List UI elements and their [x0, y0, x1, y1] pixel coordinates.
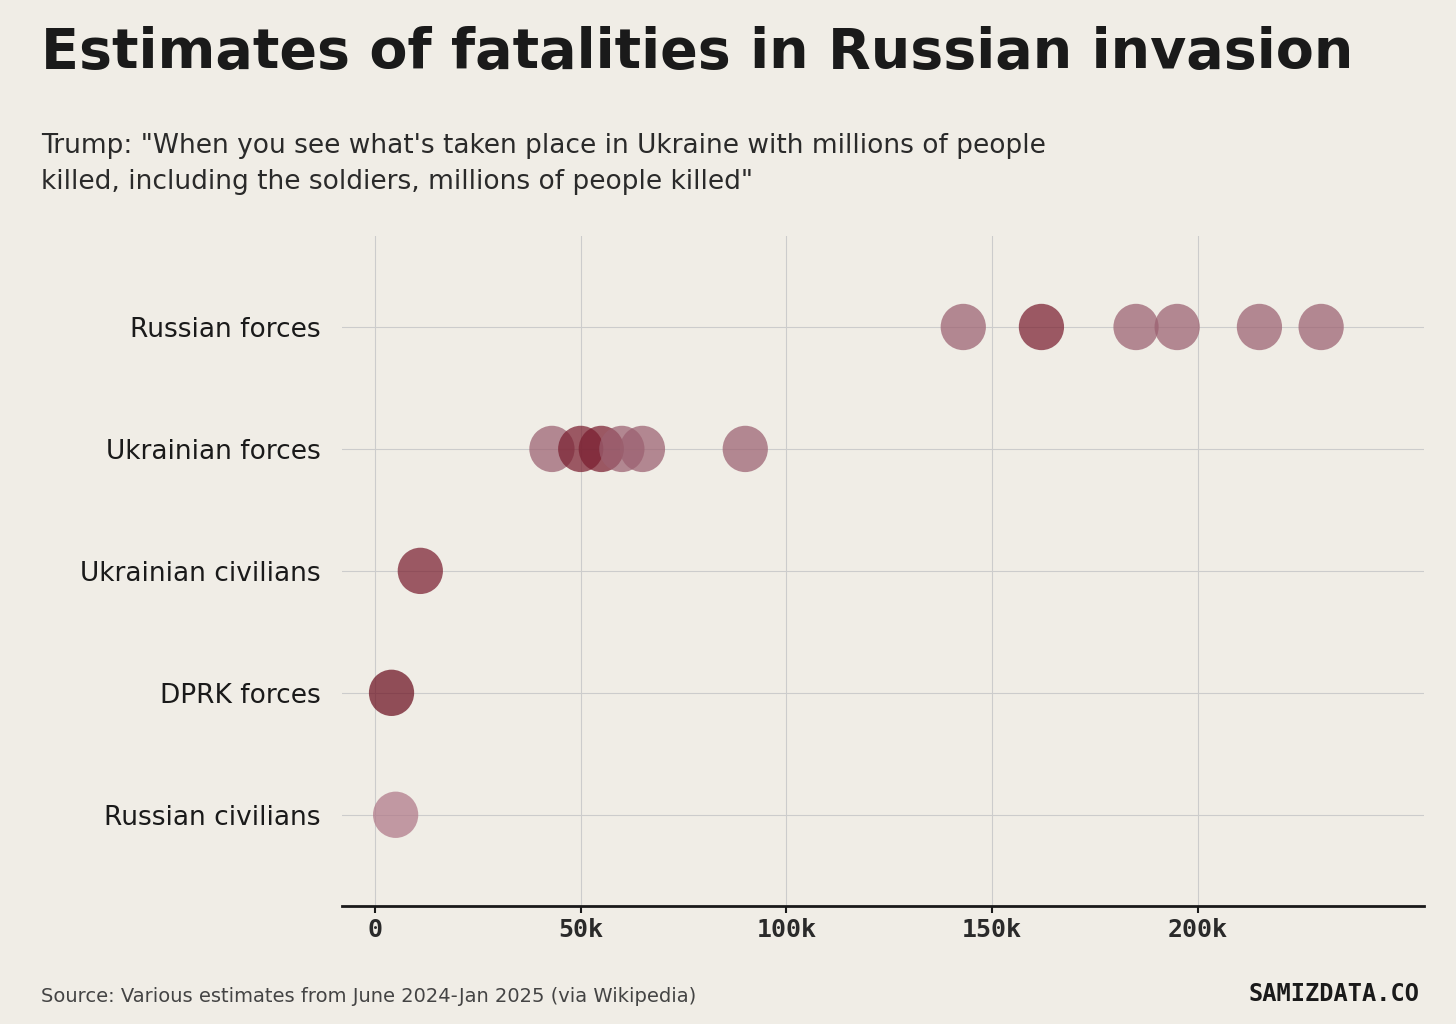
Ellipse shape: [620, 426, 665, 472]
Ellipse shape: [1236, 304, 1283, 350]
Text: Source: Various estimates from June 2024-Jan 2025 (via Wikipedia): Source: Various estimates from June 2024…: [41, 986, 696, 1006]
Text: Trump: "When you see what's taken place in Ukraine with millions of people
kille: Trump: "When you see what's taken place …: [41, 133, 1045, 196]
Ellipse shape: [530, 426, 575, 472]
Ellipse shape: [722, 426, 767, 472]
Ellipse shape: [558, 426, 603, 472]
Ellipse shape: [397, 548, 443, 594]
Ellipse shape: [368, 670, 414, 716]
Text: SAMIZDATA.CO: SAMIZDATA.CO: [1249, 982, 1420, 1006]
Ellipse shape: [1299, 304, 1344, 350]
Ellipse shape: [941, 304, 986, 350]
Ellipse shape: [1155, 304, 1200, 350]
Ellipse shape: [600, 426, 645, 472]
Ellipse shape: [1019, 304, 1064, 350]
Text: Estimates of fatalities in Russian invasion: Estimates of fatalities in Russian invas…: [41, 26, 1353, 80]
Ellipse shape: [578, 426, 625, 472]
Ellipse shape: [373, 792, 418, 838]
Ellipse shape: [1114, 304, 1159, 350]
